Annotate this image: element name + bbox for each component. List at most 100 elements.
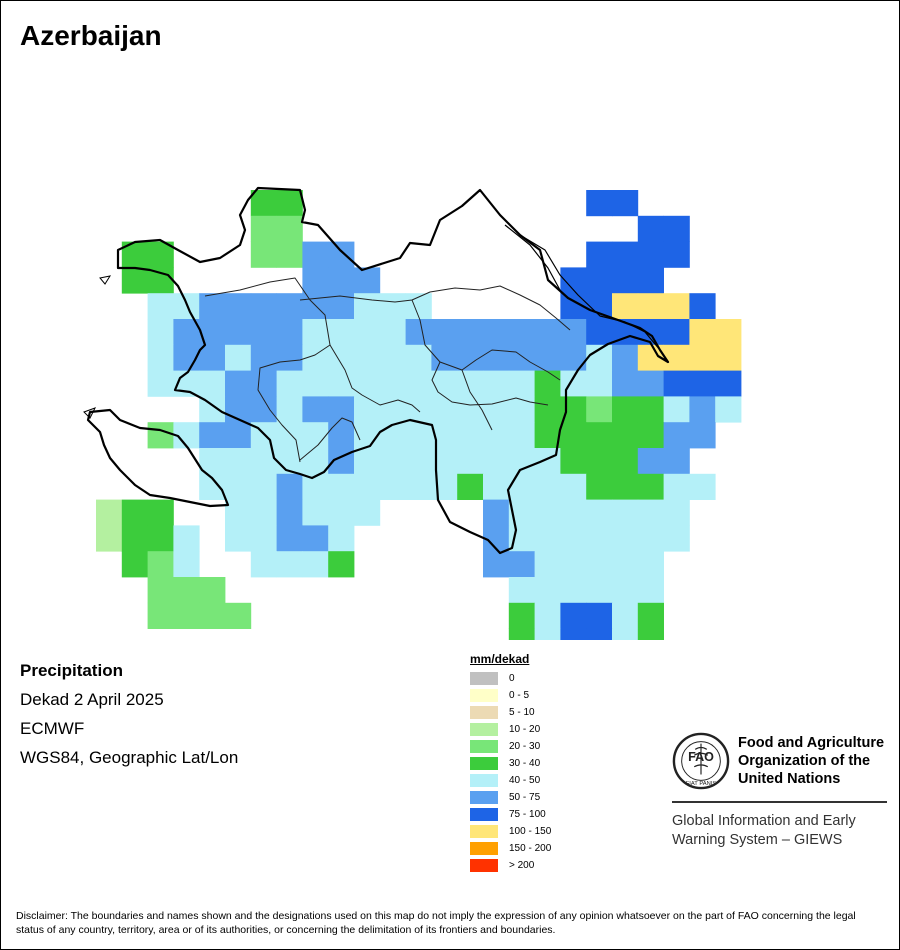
precip-cell — [715, 319, 742, 346]
precip-cell — [637, 602, 664, 629]
precip-cell — [534, 370, 561, 397]
precip-cell — [354, 448, 381, 475]
precip-cell — [663, 396, 690, 423]
legend-swatch — [470, 740, 498, 753]
precip-cell — [354, 319, 381, 346]
source-label: ECMWF — [20, 719, 85, 738]
precip-cell — [534, 551, 561, 578]
precip-cell — [483, 448, 510, 475]
precip-cell — [250, 473, 277, 500]
azerbaijan-main-border — [116, 186, 670, 555]
legend-swatch — [470, 689, 498, 702]
legend-label: 150 - 200 — [509, 843, 552, 854]
precip-cell — [508, 344, 535, 371]
precip-cell — [637, 293, 664, 320]
fao-logo: FAO FIAT PANIS — [672, 732, 730, 790]
precip-cell — [250, 241, 277, 268]
precip-cell — [405, 319, 432, 346]
precip-cell — [457, 448, 484, 475]
precip-cell — [328, 473, 355, 500]
precip-cell — [225, 293, 252, 320]
legend-label: 0 — [509, 673, 515, 684]
precip-cell — [689, 319, 716, 346]
precip-cell — [147, 499, 174, 526]
precip-cell — [276, 293, 303, 320]
precip-cell — [586, 396, 613, 423]
precip-cell — [147, 577, 174, 604]
precip-cell — [508, 396, 535, 423]
precip-cell — [276, 525, 303, 552]
precip-cell — [483, 551, 510, 578]
precip-cell — [586, 525, 613, 552]
precip-cell — [508, 577, 535, 604]
precip-cell — [586, 422, 613, 449]
precip-cell — [199, 448, 226, 475]
precip-cell — [199, 422, 226, 449]
precip-cell — [663, 293, 690, 320]
precip-cell — [276, 344, 303, 371]
precip-cell — [354, 370, 381, 397]
giews-label: Global Information and Early Warning Sys… — [672, 813, 856, 848]
precip-cell — [637, 370, 664, 397]
precip-cell — [612, 396, 639, 423]
legend-class: 50 - 75 — [470, 789, 551, 806]
precip-cell — [250, 525, 277, 552]
precip-cell — [225, 344, 252, 371]
precip-cell — [586, 499, 613, 526]
precip-cell — [225, 602, 252, 629]
neighbour-fragments — [83, 275, 112, 419]
legend-classes: 0 0 - 5 5 - 10 10 - 20 20 - 30 30 - 40 40 - 50… — [470, 670, 551, 874]
precip-cell — [483, 344, 510, 371]
precip-cell — [147, 422, 174, 449]
precip-cell — [379, 422, 406, 449]
precip-cell — [612, 577, 639, 604]
precip-cell — [637, 473, 664, 500]
precip-cell — [173, 602, 200, 629]
precip-cell — [534, 499, 561, 526]
precip-cell — [199, 577, 226, 604]
precip-cell — [276, 422, 303, 449]
precip-cell — [483, 473, 510, 500]
precip-cell — [586, 602, 613, 629]
precip-cell — [534, 525, 561, 552]
precip-cell — [560, 577, 587, 604]
legend-swatch — [470, 774, 498, 787]
precip-cell — [354, 267, 381, 294]
precip-cell — [612, 525, 639, 552]
precip-cell — [689, 344, 716, 371]
precip-cell — [612, 344, 639, 371]
precip-cell — [457, 319, 484, 346]
legend: mm/dekad 0 0 - 5 5 - 10 10 - 20 20 - 30 30 - … — [470, 652, 551, 874]
precip-cell — [121, 525, 148, 552]
precip-cell — [276, 319, 303, 346]
precip-cell — [560, 370, 587, 397]
precip-cell — [199, 396, 226, 423]
precip-cell — [276, 370, 303, 397]
precip-cell — [276, 215, 303, 242]
precip-cell — [637, 499, 664, 526]
precip-cell — [250, 551, 277, 578]
precip-cell — [328, 319, 355, 346]
precip-cell — [405, 396, 432, 423]
west-fragment — [83, 275, 112, 419]
legend-swatch — [470, 859, 498, 872]
precip-cell — [586, 267, 613, 294]
legend-class: 20 - 30 — [470, 738, 551, 755]
legend-swatch — [470, 842, 498, 855]
precip-cell — [586, 473, 613, 500]
precip-cell — [560, 473, 587, 500]
precip-cell — [250, 499, 277, 526]
precip-cell — [663, 241, 690, 268]
precip-cell — [276, 473, 303, 500]
precip-cell — [663, 370, 690, 397]
precip-cell — [715, 396, 742, 423]
variable-label: Precipitation — [20, 661, 123, 680]
precip-cell — [663, 319, 690, 346]
precip-cell — [689, 293, 716, 320]
precip-cell — [302, 422, 329, 449]
precip-cell — [508, 319, 535, 346]
precip-cell — [689, 422, 716, 449]
precip-cell — [199, 344, 226, 371]
precip-cell — [147, 267, 174, 294]
precip-cell — [663, 525, 690, 552]
